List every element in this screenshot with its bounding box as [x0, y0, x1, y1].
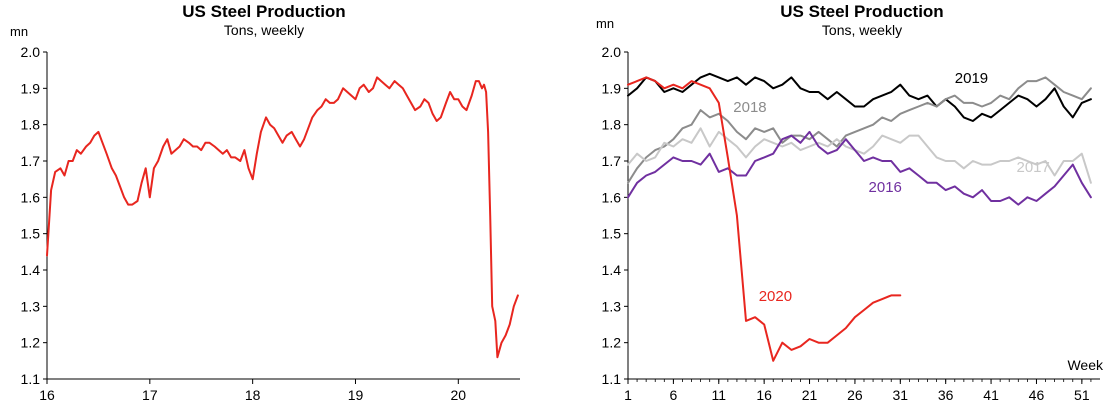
right-y-tick-label: 1.3 [602, 298, 622, 314]
series-label-2018: 2018 [733, 99, 766, 116]
right-x-tick-label: 31 [893, 387, 909, 403]
left-y-tick-label: 1.2 [21, 335, 41, 351]
right-y-tick-label: 1.1 [602, 371, 622, 387]
right-y-tick-label: 1.7 [602, 153, 622, 169]
left-x-tick-label: 20 [451, 387, 467, 403]
left-x-tick-label: 19 [348, 387, 364, 403]
right-y-tick-label: 1.2 [602, 335, 622, 351]
left-y-tick-label: 1.5 [21, 226, 41, 242]
right-x-tick-label: 21 [802, 387, 818, 403]
left-chart: US Steel Production Tons, weekly mn 1.11… [10, 2, 520, 403]
left-chart-axes: 1.1 1.2 1.3 1.4 1.5 1.6 1.7 1.8 1.9 2.0 16 17 18 19 20 [21, 44, 520, 403]
left-chart-subtitle: Tons, weekly [224, 22, 304, 38]
left-x-tick-label: 17 [142, 387, 158, 403]
series-label-2016: 2016 [869, 179, 902, 196]
left-y-tick-label: 1.9 [21, 80, 41, 96]
right-chart-xlabel: Week [1067, 357, 1104, 373]
right-chart-unit: mn [596, 16, 614, 31]
right-y-tick-label: 1.8 [602, 117, 622, 133]
right-x-tick-label: 46 [1029, 387, 1045, 403]
right-series-line-2016 [627, 130, 1092, 206]
left-y-tick-label: 1.6 [21, 189, 41, 205]
right-x-tick-label: 16 [756, 387, 772, 403]
left-x-tick-label: 18 [245, 387, 261, 403]
left-series-line-main [46, 76, 519, 359]
right-x-tick-label: 41 [983, 387, 999, 403]
right-series-line-2019 [627, 72, 1092, 122]
left-chart-series [46, 76, 519, 359]
left-chart-title: US Steel Production [182, 2, 345, 21]
right-series-line-2020 [627, 76, 902, 362]
left-y-tick-label: 1.8 [21, 117, 41, 133]
right-y-tick-label: 1.4 [602, 262, 622, 278]
right-x-tick-label: 6 [669, 387, 677, 403]
left-y-tick-label: 1.7 [21, 153, 41, 169]
right-series-line-2017 [627, 127, 1092, 184]
right-y-tick-label: 1.6 [602, 189, 622, 205]
right-series-line-2018 [627, 76, 1092, 184]
right-x-tick-label: 26 [847, 387, 863, 403]
left-y-tick-label: 1.3 [21, 298, 41, 314]
right-chart-series-labels: 2019 2018 2017 2016 2020 [733, 70, 1050, 305]
series-label-2020: 2020 [759, 288, 792, 305]
right-chart-subtitle: Tons, weekly [822, 22, 902, 38]
series-label-2017: 2017 [1016, 159, 1049, 176]
left-x-tick-label: 16 [39, 387, 55, 403]
right-y-tick-label: 2.0 [602, 44, 622, 60]
right-x-tick-label: 36 [938, 387, 954, 403]
right-chart-axes: 1.11.21.31.41.51.61.71.81.92.01 6 11 16 21 26… [602, 44, 1100, 403]
series-label-2019: 2019 [955, 70, 988, 87]
right-x-tick-label: 1 [624, 387, 632, 403]
right-x-tick-label: 51 [1074, 387, 1090, 403]
right-chart-title: US Steel Production [780, 2, 943, 21]
right-x-tick-label: 11 [711, 387, 726, 403]
right-y-tick-label: 1.5 [602, 226, 622, 242]
right-chart: US Steel Production Tons, weekly mn Week… [596, 2, 1104, 403]
left-y-tick-label: 1.4 [21, 262, 41, 278]
right-y-tick-label: 1.9 [602, 80, 622, 96]
left-y-tick-label: 2.0 [21, 44, 41, 60]
left-y-tick-label: 1.1 [21, 371, 41, 387]
left-chart-unit: mn [10, 24, 28, 39]
right-chart-series [627, 72, 1092, 362]
